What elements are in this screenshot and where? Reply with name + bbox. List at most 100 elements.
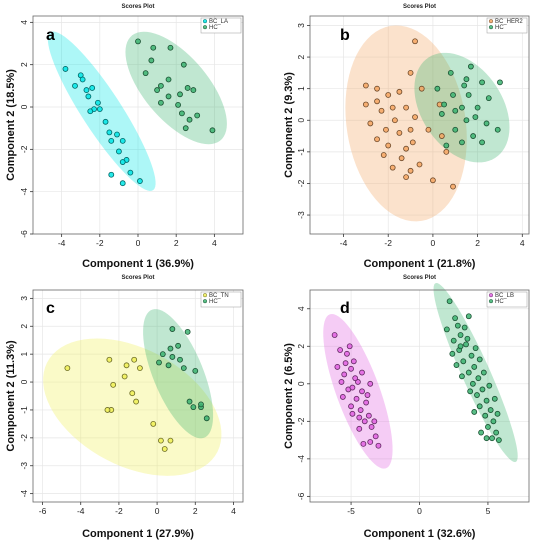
y-tick-label: 4 [296,306,306,311]
point-bc-her2 [430,177,436,184]
point-bc-tn [64,365,71,372]
point-bc-lb [375,442,382,449]
point-hc [454,322,461,329]
point-hc [180,365,187,372]
point-hc [135,38,141,45]
point-bc-her2 [362,101,369,108]
point-hc [479,386,486,393]
point-bc-lb [367,380,374,387]
point-bc-la [137,178,143,184]
point-hc [450,92,456,98]
y-tick-label: -2 [296,417,306,425]
point-hc [142,70,149,77]
point-bc-la [72,82,78,89]
x-tick-label: -4 [340,238,348,248]
y-tick-label: 1 [296,86,306,91]
panel-letter: c [46,300,55,317]
point-hc [175,101,181,108]
point-bc-lb [371,418,378,425]
point-bc-la [62,66,69,72]
panel-letter: d [340,300,350,317]
point-bc-lb [359,388,365,395]
point-bc-lb [356,425,363,432]
point-bc-la [79,76,86,83]
point-bc-tn [131,356,138,363]
point-bc-tn [129,390,136,397]
point-hc [158,99,164,106]
point-hc [497,79,503,86]
point-bc-lb [356,414,363,421]
point-bc-lb [367,439,374,445]
legend-swatch [488,19,494,24]
point-bc-lb [361,418,368,425]
point-bc-la [108,137,115,144]
point-hc [192,367,199,374]
point-bc-lb [334,364,341,370]
legend-box [486,291,528,308]
y-tick-label: -1 [296,148,306,156]
point-bc-her2 [378,107,385,114]
point-hc [463,341,469,348]
point-hc [182,125,189,132]
y-tick-label: -3 [296,211,306,219]
point-hc [169,354,176,360]
point-bc-her2 [403,174,409,181]
point-hc [459,373,465,380]
point-bc-lb [339,394,346,400]
point-bc-her2 [438,133,445,139]
y-tick-label: -4 [296,455,306,463]
plot-title: Scores Plot [121,275,154,281]
point-bc-her2 [416,161,423,168]
point-hc [447,69,454,76]
y-tick-label: -3 [19,462,29,470]
point-bc-la [106,129,113,136]
y-tick-label: 2 [19,324,29,329]
point-hc [467,388,474,395]
legend-label: BC_HER2 [495,19,523,25]
y-tick-label: -6 [19,230,29,238]
point-hc [470,133,477,139]
y-tick-label: 2 [296,54,306,59]
point-bc-la [102,118,109,125]
legend-swatch [202,19,208,24]
x-tick-label: 0 [431,238,436,248]
y-tick-label: -4 [19,490,29,498]
point-hc [434,85,441,92]
point-bc-lb [353,395,360,402]
point-bc-her2 [385,92,392,98]
point-hc [494,126,501,133]
point-bc-her2 [407,126,414,133]
point-hc [479,139,485,146]
point-hc [443,142,450,149]
point-hc [494,410,501,417]
point-hc [441,101,447,108]
point-hc [154,87,160,93]
legend-swatch [488,25,494,30]
point-bc-tn [121,373,128,380]
point-bc-her2 [443,148,450,155]
point-hc [465,92,472,98]
legend-swatch [202,25,208,30]
point-bc-her2 [383,126,389,133]
point-bc-her2 [374,98,380,105]
x-tick-label: 4 [212,238,217,248]
point-hc [165,76,172,83]
point-hc [190,404,197,411]
point-hc [167,345,174,352]
point-bc-lb [331,332,338,338]
point-bc-her2 [362,82,369,89]
point-bc-tn [150,420,157,427]
point-bc-tn [104,407,111,413]
point-bc-tn [158,437,164,444]
x-axis-label: Component 1 (27.9%) [82,528,194,540]
point-hc [474,392,480,398]
point-hc [180,61,187,68]
point-hc [461,82,468,89]
point-bc-la [89,85,96,91]
point-bc-la [127,169,134,176]
y-tick-label: -1 [19,406,29,414]
y-tick-label: 3 [19,296,29,301]
point-bc-lb [365,412,372,419]
point-hc [457,332,464,338]
